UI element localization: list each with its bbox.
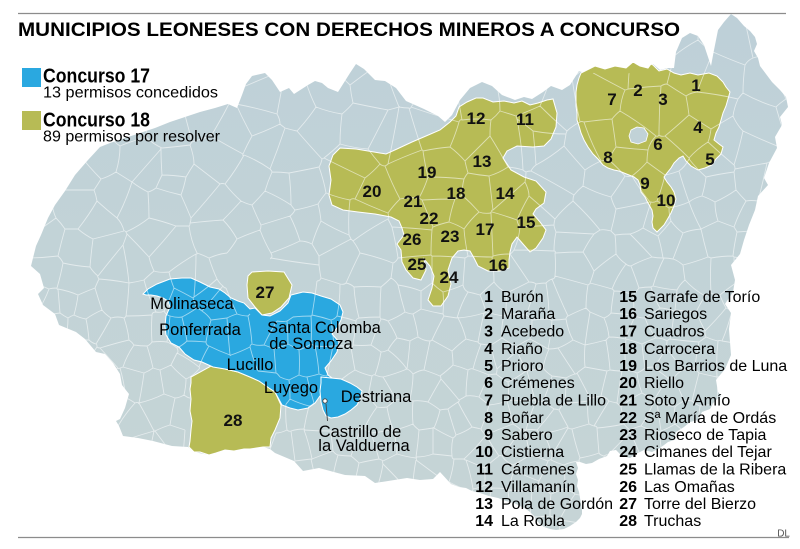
svg-text:Cuadros: Cuadros (644, 324, 704, 341)
svg-text:de Somoza: de Somoza (269, 335, 353, 353)
svg-text:Sariegos: Sariegos (644, 306, 707, 323)
svg-text:Maraña: Maraña (501, 306, 555, 323)
svg-text:7: 7 (607, 90, 616, 109)
svg-text:25: 25 (619, 462, 637, 479)
svg-text:Cistierna: Cistierna (501, 444, 564, 461)
svg-text:DL: DL (777, 529, 790, 540)
svg-text:18: 18 (447, 184, 466, 203)
svg-text:Castrillo de: Castrillo de (319, 423, 402, 441)
svg-text:Crémenes: Crémenes (501, 375, 575, 392)
svg-text:8: 8 (484, 410, 493, 427)
svg-text:14: 14 (496, 184, 515, 203)
svg-text:25: 25 (408, 255, 427, 274)
svg-text:12: 12 (475, 479, 493, 496)
svg-text:MUNICIPIOS LEONESES CON DERECH: MUNICIPIOS LEONESES CON DERECHOS MINEROS… (18, 19, 680, 41)
svg-text:Riaño: Riaño (501, 341, 543, 358)
svg-text:Pola de Gordón: Pola de Gordón (501, 496, 613, 513)
svg-text:13 permisos concedidos: 13 permisos concedidos (43, 85, 218, 102)
svg-text:Soto y Amío: Soto y Amío (644, 393, 730, 410)
svg-text:26: 26 (619, 479, 637, 496)
svg-text:la Valduerna: la Valduerna (318, 437, 410, 455)
svg-text:2: 2 (484, 306, 493, 323)
svg-text:Concurso 17: Concurso 17 (43, 66, 150, 88)
svg-text:6: 6 (653, 135, 662, 154)
svg-text:18: 18 (619, 341, 637, 358)
svg-text:La Robla: La Robla (501, 513, 565, 530)
svg-text:15: 15 (517, 213, 536, 232)
svg-text:28: 28 (619, 513, 637, 530)
svg-text:13: 13 (475, 496, 493, 513)
svg-text:Acebedo: Acebedo (501, 324, 564, 341)
svg-text:14: 14 (475, 513, 493, 530)
svg-text:1: 1 (691, 76, 700, 95)
svg-text:20: 20 (619, 375, 637, 392)
svg-text:26: 26 (403, 230, 422, 249)
svg-text:Lucillo: Lucillo (227, 356, 274, 374)
svg-text:24: 24 (440, 268, 459, 287)
svg-text:Burón: Burón (501, 289, 544, 306)
svg-text:Cármenes: Cármenes (501, 462, 575, 479)
svg-text:7: 7 (484, 393, 493, 410)
svg-text:23: 23 (441, 227, 460, 246)
svg-text:10: 10 (657, 191, 676, 210)
svg-text:5: 5 (705, 150, 714, 169)
svg-text:19: 19 (619, 358, 637, 375)
svg-text:20: 20 (363, 182, 382, 201)
svg-text:Boñar: Boñar (501, 410, 544, 427)
svg-text:8: 8 (603, 148, 612, 167)
svg-text:4: 4 (484, 341, 493, 358)
svg-text:21: 21 (404, 192, 423, 211)
svg-text:10: 10 (475, 444, 493, 461)
svg-text:Prioro: Prioro (501, 358, 544, 375)
svg-text:1: 1 (484, 289, 493, 306)
svg-text:13: 13 (473, 152, 492, 171)
svg-text:Santa Colomba: Santa Colomba (267, 319, 382, 337)
svg-text:Sª María de Ordás: Sª María de Ordás (644, 410, 776, 427)
svg-text:Carrocera: Carrocera (644, 341, 715, 358)
svg-text:Los Barrios de Luna: Los Barrios de Luna (644, 358, 787, 375)
svg-text:27: 27 (619, 496, 637, 513)
svg-text:Cimanes del Tejar: Cimanes del Tejar (644, 444, 772, 461)
svg-text:Rioseco de Tapia: Rioseco de Tapia (644, 427, 767, 444)
svg-text:22: 22 (619, 410, 637, 427)
svg-text:Ponferrada: Ponferrada (159, 321, 241, 339)
svg-text:4: 4 (693, 118, 703, 137)
svg-text:17: 17 (476, 220, 495, 239)
svg-text:Torre del Bierzo: Torre del Bierzo (644, 496, 756, 513)
svg-text:19: 19 (418, 163, 437, 182)
svg-text:Molinaseca: Molinaseca (150, 295, 234, 313)
svg-text:22: 22 (420, 209, 439, 228)
svg-text:Villamanín: Villamanín (501, 479, 575, 496)
svg-text:2: 2 (633, 81, 642, 100)
svg-text:24: 24 (619, 444, 637, 461)
svg-text:9: 9 (640, 174, 649, 193)
svg-text:Truchas: Truchas (644, 513, 701, 530)
svg-text:Garrafe de Torío: Garrafe de Torío (644, 289, 760, 306)
svg-text:21: 21 (619, 393, 637, 410)
svg-text:17: 17 (619, 324, 637, 341)
svg-text:16: 16 (489, 256, 508, 275)
svg-text:5: 5 (484, 358, 493, 375)
svg-text:3: 3 (658, 90, 667, 109)
svg-text:89 permisos por resolver: 89 permisos por resolver (43, 129, 221, 146)
svg-text:Destriana: Destriana (341, 388, 412, 406)
svg-text:11: 11 (516, 110, 534, 129)
svg-text:12: 12 (467, 109, 486, 128)
svg-text:Puebla de Lillo: Puebla de Lillo (501, 393, 606, 410)
svg-text:11: 11 (476, 462, 493, 479)
svg-text:16: 16 (619, 306, 637, 323)
svg-text:Llamas de la Ribera: Llamas de la Ribera (644, 462, 786, 479)
svg-text:Las Omañas: Las Omañas (644, 479, 735, 496)
svg-text:27: 27 (256, 283, 275, 302)
svg-text:Riello: Riello (644, 375, 684, 392)
svg-text:Luyego: Luyego (264, 379, 318, 397)
svg-text:3: 3 (484, 324, 493, 341)
svg-text:Sabero: Sabero (501, 427, 553, 444)
svg-text:23: 23 (619, 427, 637, 444)
svg-text:15: 15 (619, 289, 637, 306)
svg-text:6: 6 (484, 375, 493, 392)
svg-text:9: 9 (484, 427, 493, 444)
svg-text:28: 28 (224, 411, 243, 430)
svg-text:Concurso 18: Concurso 18 (43, 110, 150, 132)
